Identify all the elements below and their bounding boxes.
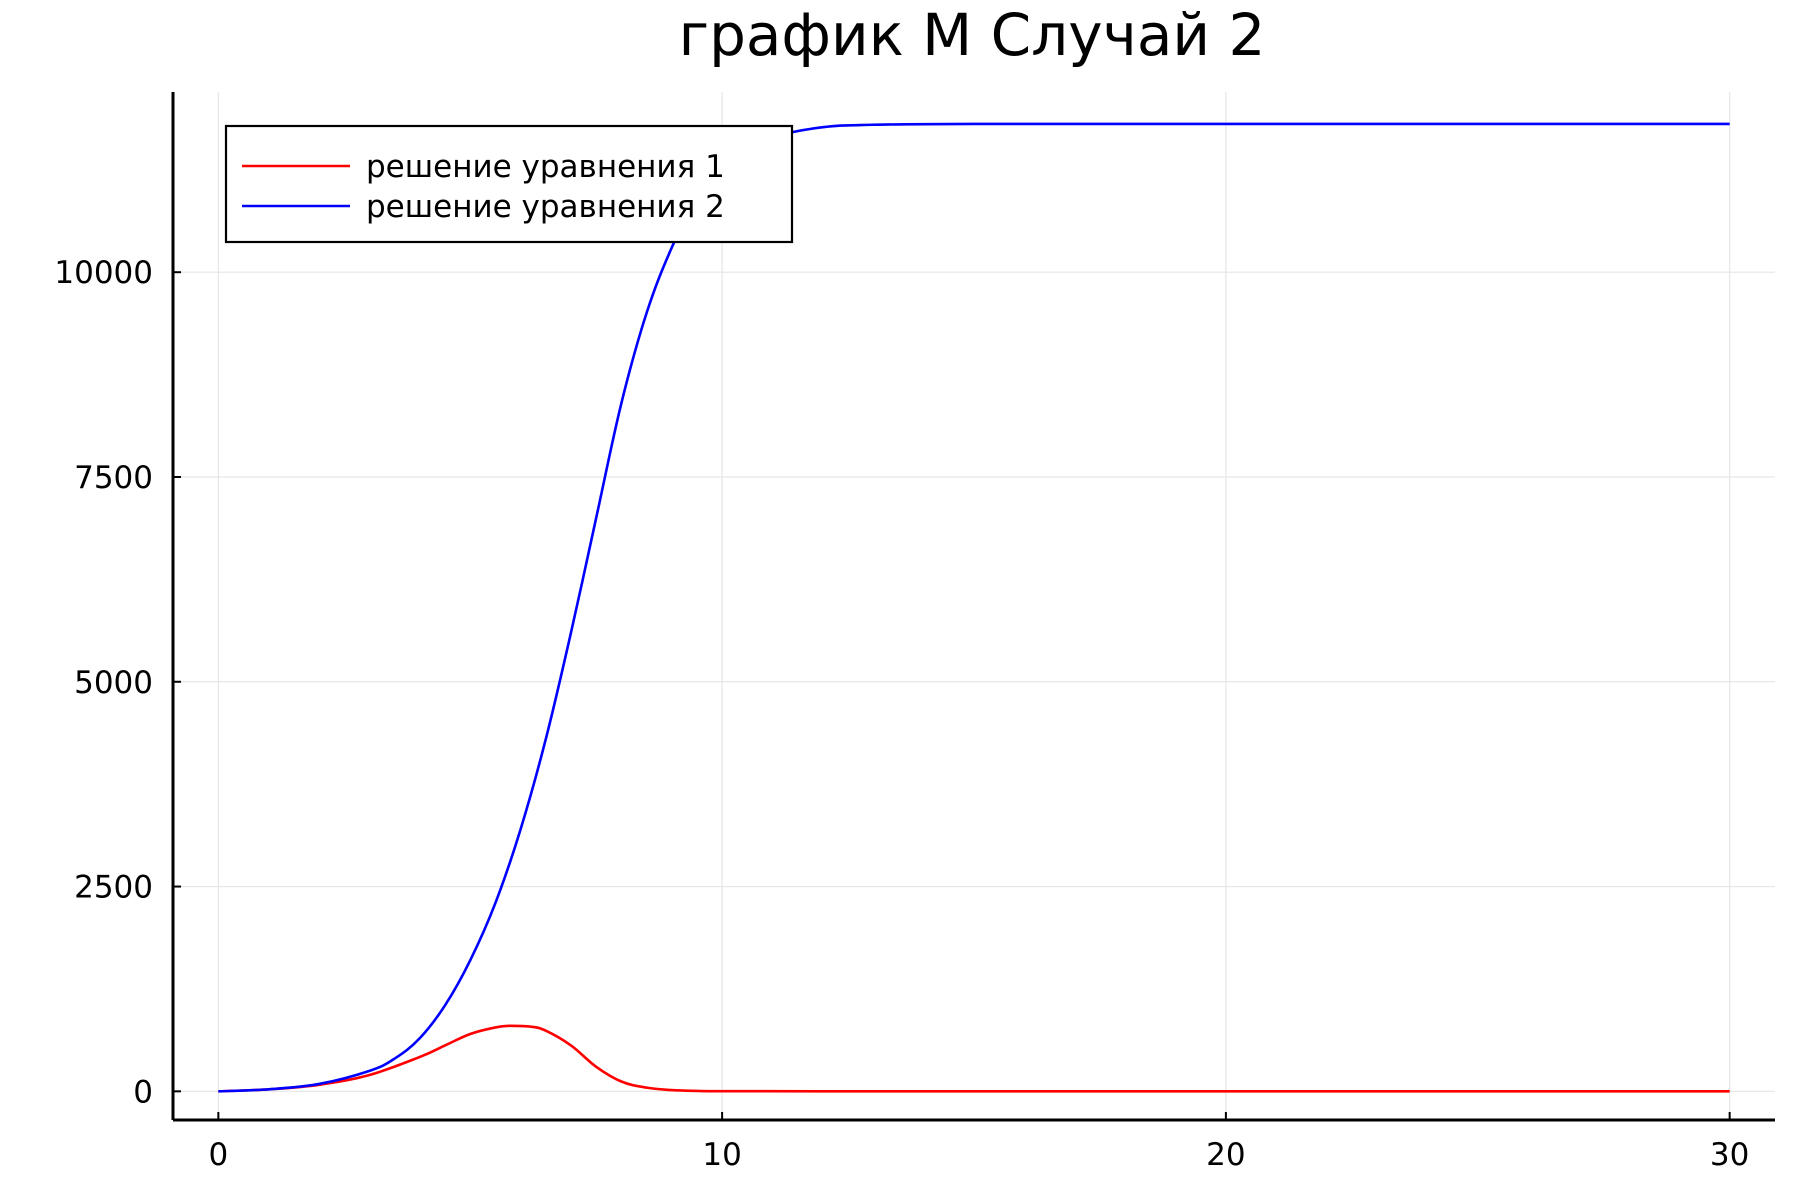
series-line-2 [218, 122, 1730, 1093]
y-tick-label: 2500 [74, 870, 153, 906]
legend-box [224, 124, 794, 244]
legend: решение уравнения 1 решение уравнения 2 [224, 124, 794, 244]
y-tick-label: 7500 [74, 460, 153, 496]
x-tick-label: 30 [1710, 1137, 1749, 1173]
series-line-1 [218, 1024, 1730, 1093]
y-tick-label: 10000 [54, 255, 153, 291]
axes [171, 92, 1775, 1122]
x-tick-label: 10 [702, 1137, 741, 1173]
grid [173, 92, 1775, 1120]
ticks: 0 10 20 30 0 2500 5000 7500 10000 [54, 255, 1749, 1173]
y-tick-label: 0 [133, 1074, 153, 1110]
x-tick-label: 0 [208, 1137, 228, 1173]
series-layer [218, 122, 1730, 1093]
legend-label-1: решение уравнения 1 [366, 149, 725, 185]
chart-title: график M Случай 2 [679, 1, 1266, 69]
legend-label-2: решение уравнения 2 [366, 189, 725, 225]
x-tick-label: 20 [1206, 1137, 1245, 1173]
y-tick-label: 5000 [74, 665, 153, 701]
